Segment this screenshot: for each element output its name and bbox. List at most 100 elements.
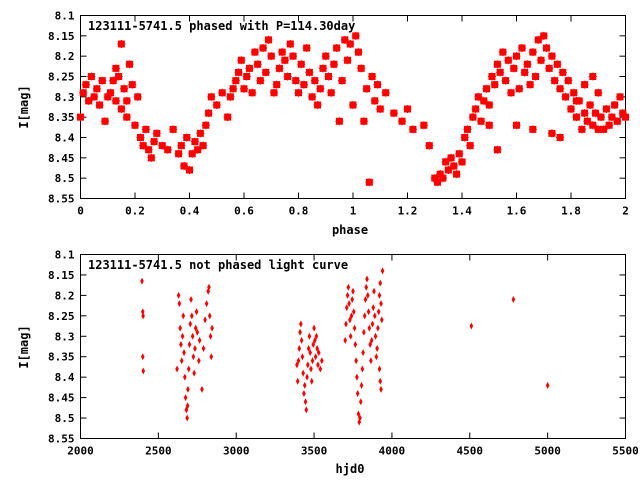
data-point [302,381,307,389]
data-point [377,291,382,299]
data-point [381,88,390,97]
data-point [365,275,369,283]
data-point [182,349,186,357]
data-point [350,295,355,303]
data-point [586,100,595,109]
data-point [316,84,325,93]
data-point [298,328,302,336]
data-point [602,105,611,114]
data-point [309,377,314,385]
data-point [449,161,458,170]
data-point [79,88,88,97]
data-point [304,406,309,414]
data-point [332,44,341,53]
data-point [92,84,101,93]
data-point [313,353,318,361]
data-point [605,121,614,130]
data-point [264,35,273,44]
data-point [349,100,357,109]
data-point [206,287,210,295]
data-point [447,153,456,162]
x-tick-label: 1.2 [398,205,418,218]
y-axis-label: I[mag] [17,325,31,368]
data-point [594,88,603,97]
data-points [140,267,550,426]
data-point [301,369,305,377]
data-point [352,324,357,332]
data-point [193,324,198,332]
data-point [261,68,270,77]
data-point [289,52,298,61]
data-point [346,283,351,291]
data-point [300,353,305,361]
y-tick-label: 8.35 [48,351,75,364]
data-point [515,84,524,93]
data-point [212,100,221,109]
data-point [367,324,372,332]
data-point [76,113,85,122]
data-point [610,100,619,109]
data-point [359,381,364,389]
y-tick-label: 8.55 [48,433,75,446]
data-point [306,361,310,369]
y-tick-label: 8.3 [55,91,75,104]
data-point [101,117,110,126]
data-point [408,125,417,134]
data-point [482,84,491,93]
data-point [193,345,197,353]
data-point [185,402,190,410]
data-point [357,64,366,73]
data-point [373,312,377,320]
data-point [177,300,182,308]
data-point [537,56,546,65]
x-tick-label: 2500 [145,445,172,458]
data-point [528,48,537,57]
x-tick-label: 1.8 [561,205,581,218]
data-point [379,385,383,393]
x-axis-label: phase [332,223,368,237]
data-point [487,72,496,81]
x-tick-label: 5500 [612,445,639,458]
x-axis-ticks: 0 0.2 0.4 0.6 0.8 1 1.2 1.4 1.6 1.8 2 [77,15,629,218]
data-point [380,316,384,324]
data-point [349,312,354,320]
x-tick-label: 0 [77,205,84,218]
x-tick-label: 5000 [534,445,561,458]
data-point [308,92,317,101]
y-tick-label: 8.45 [48,152,75,165]
data-point [324,72,333,81]
data-point [425,141,434,150]
data-point [176,291,181,299]
data-point [316,349,321,357]
data-point [315,345,319,353]
data-point [363,295,368,303]
data-point [355,390,360,398]
data-point [128,80,137,89]
data-point [547,129,556,138]
unphased-light-curve-chart: 8.1 8.15 8.2 8.25 8.3 8.35 8.4 8.45 8.5 8.55 2000… [17,249,639,477]
data-point [178,324,182,332]
data-point [419,121,428,130]
x-tick-label: 1 [350,205,357,218]
data-point [305,68,314,77]
data-point [378,279,383,287]
data-point [204,109,213,118]
data-point [312,324,316,332]
data-point [466,141,475,150]
data-point [485,100,494,109]
data-point [344,304,349,312]
data-point [306,345,311,353]
data-point [346,39,355,48]
y-tick-label: 8.25 [48,71,75,84]
data-point [550,76,559,85]
data-point [371,304,376,312]
data-point [452,170,461,179]
data-point [295,377,300,385]
data-point [376,105,385,114]
y-tick-label: 8.1 [55,10,75,23]
data-point [403,105,412,114]
data-point [179,340,183,348]
data-point [613,117,622,126]
x-tick-label: 0.4 [180,205,200,218]
data-point [370,96,379,105]
